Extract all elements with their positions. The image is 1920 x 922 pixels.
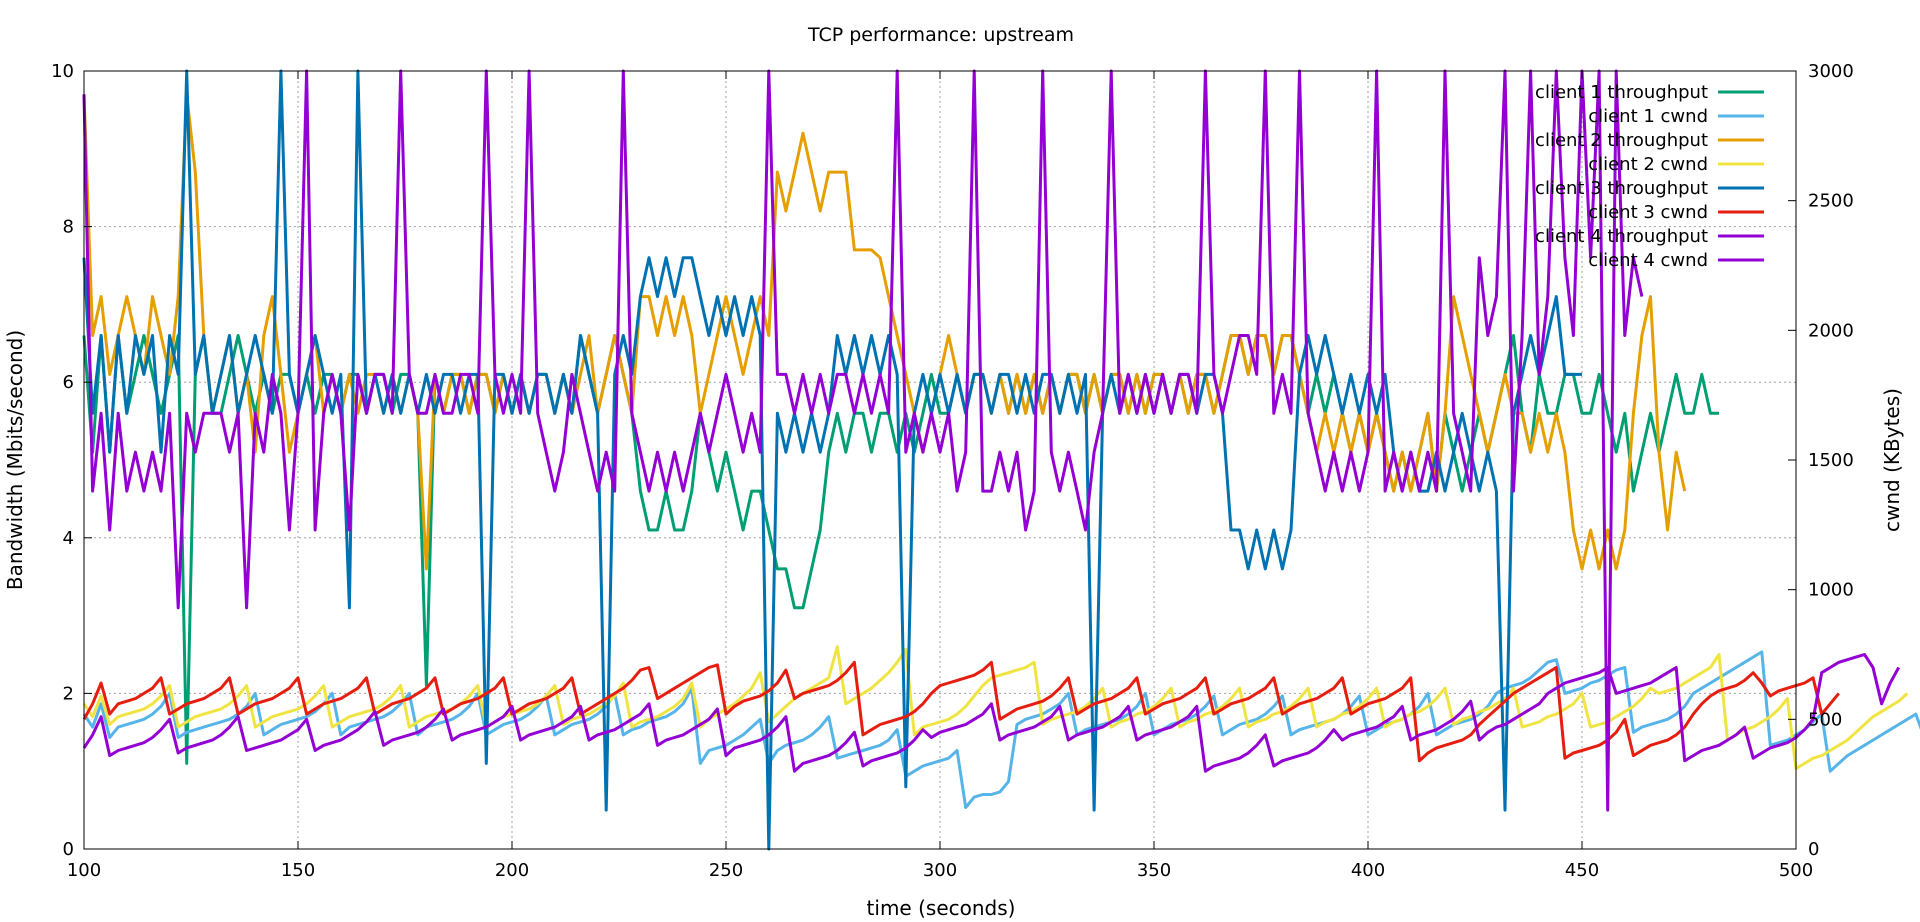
x-tick-label: 100 <box>67 860 101 881</box>
ticks: 100 150 200 250 300 350 400 450 5000246810050010… <box>51 61 1854 881</box>
series-line-client-4-cwnd <box>82 653 1901 773</box>
y-tick-label: 8 <box>63 217 74 238</box>
x-tick-label: 450 <box>1565 860 1599 881</box>
x-tick-label: 300 <box>923 860 957 881</box>
y-tick-label: 2 <box>63 683 74 704</box>
x-tick-label: 250 <box>709 860 743 881</box>
x-tick-label: 400 <box>1351 860 1385 881</box>
legend-label-client-1-cwnd: client 1 cwnd <box>1588 106 1708 127</box>
y-tick-label: 4 <box>63 528 74 549</box>
x-tick-label: 150 <box>281 860 315 881</box>
series-line-client-2-throughput <box>82 92 1687 571</box>
y2-tick-label: 3000 <box>1808 61 1854 82</box>
legend-label-client-4-cwnd: client 4 cwnd <box>1588 250 1708 271</box>
y-tick-label: 0 <box>63 839 74 860</box>
y-tick-label: 10 <box>51 61 74 82</box>
y2-tick-label: 0 <box>1808 839 1819 860</box>
legend-label-client-2-throughput: client 2 throughput <box>1535 130 1708 151</box>
legend-label-client-2-cwnd: client 2 cwnd <box>1588 154 1708 175</box>
y2-tick-label: 1000 <box>1808 580 1854 601</box>
legend-label-client-3-throughput: client 3 throughput <box>1535 178 1708 199</box>
legend-label-client-3-cwnd: client 3 cwnd <box>1588 202 1708 223</box>
series-line-client-2-cwnd <box>82 645 1909 771</box>
x-axis-label: time (seconds) <box>867 896 1016 920</box>
y-tick-label: 6 <box>63 372 74 393</box>
legend-label-client-4-throughput: client 4 throughput <box>1535 226 1708 247</box>
y2-axis-label: cwnd (KBytes) <box>1880 388 1904 532</box>
series-line-client-4-throughput <box>82 69 1644 812</box>
y2-tick-label: 2500 <box>1808 191 1854 212</box>
y2-tick-label: 2000 <box>1808 320 1854 341</box>
legend-label-client-1-throughput: client 1 throughput <box>1535 82 1708 103</box>
x-tick-label: 200 <box>495 860 529 881</box>
x-tick-label: 350 <box>1137 860 1171 881</box>
y2-tick-label: 500 <box>1808 709 1842 730</box>
y2-tick-label: 1500 <box>1808 450 1854 471</box>
series-line-client-1-cwnd <box>82 650 1920 809</box>
x-tick-label: 500 <box>1779 860 1813 881</box>
legend: client 1 throughput client 1 cwnd client 2… <box>1535 82 1764 271</box>
y-axis-label: Bandwidth (Mbits/second) <box>3 330 27 590</box>
series-layer <box>82 69 1920 851</box>
series-line-client-3-throughput <box>82 69 1582 851</box>
chart-title: TCP performance: upstream <box>807 24 1074 46</box>
